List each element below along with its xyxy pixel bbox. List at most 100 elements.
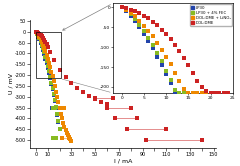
Point bbox=[49, 70, 53, 73]
Point bbox=[41, 43, 45, 46]
Point bbox=[186, 92, 190, 94]
Point bbox=[151, 44, 155, 46]
Point bbox=[200, 139, 204, 141]
Point bbox=[48, 66, 52, 69]
Point bbox=[151, 20, 155, 23]
Point bbox=[173, 71, 177, 74]
Point bbox=[222, 92, 226, 94]
Point bbox=[64, 129, 67, 131]
Point bbox=[200, 92, 204, 94]
Point bbox=[40, 45, 44, 48]
Point bbox=[36, 34, 40, 37]
Point bbox=[164, 55, 168, 58]
Point bbox=[67, 136, 71, 139]
Point bbox=[169, 82, 173, 84]
Point bbox=[81, 91, 85, 93]
Point bbox=[204, 92, 208, 94]
Point bbox=[133, 18, 137, 21]
Point bbox=[164, 33, 168, 36]
Point bbox=[45, 60, 48, 63]
Point bbox=[70, 81, 73, 84]
Point bbox=[191, 92, 195, 94]
Point bbox=[191, 92, 195, 94]
Point bbox=[124, 8, 128, 11]
Point bbox=[48, 77, 52, 80]
Point bbox=[213, 92, 217, 94]
Point bbox=[39, 40, 42, 43]
Point bbox=[195, 92, 199, 94]
Point bbox=[226, 92, 230, 94]
Point bbox=[133, 10, 137, 13]
Point bbox=[178, 92, 181, 94]
Point bbox=[155, 42, 159, 44]
Point bbox=[105, 106, 109, 109]
Point bbox=[209, 92, 212, 94]
Point bbox=[34, 31, 38, 33]
Point bbox=[39, 34, 42, 36]
Point bbox=[138, 20, 141, 22]
Point bbox=[36, 34, 40, 36]
Point bbox=[200, 92, 204, 94]
Point bbox=[65, 131, 69, 134]
Point bbox=[186, 92, 190, 94]
Point bbox=[133, 15, 137, 18]
Point bbox=[43, 57, 47, 60]
Point bbox=[222, 92, 226, 94]
Point bbox=[55, 95, 59, 98]
Point bbox=[191, 92, 195, 94]
Point bbox=[120, 6, 124, 9]
Point bbox=[58, 107, 61, 109]
Point bbox=[60, 137, 64, 139]
Point bbox=[200, 86, 204, 88]
Point bbox=[40, 41, 44, 43]
Point bbox=[39, 38, 42, 41]
Point bbox=[75, 86, 79, 89]
Point bbox=[51, 75, 54, 78]
Point bbox=[55, 113, 59, 116]
Point bbox=[144, 139, 148, 141]
Point bbox=[43, 40, 47, 43]
Point bbox=[173, 92, 177, 94]
Point bbox=[35, 32, 39, 35]
Point bbox=[87, 94, 91, 97]
Point bbox=[50, 106, 54, 109]
Point bbox=[46, 45, 50, 48]
Point bbox=[43, 55, 47, 58]
Point bbox=[54, 90, 58, 93]
Point bbox=[209, 92, 212, 94]
Point bbox=[186, 92, 190, 94]
Point bbox=[60, 117, 64, 120]
Point bbox=[120, 6, 124, 9]
Point bbox=[56, 120, 60, 123]
Point bbox=[47, 72, 51, 74]
Point bbox=[146, 40, 150, 42]
Point bbox=[49, 81, 53, 84]
Point bbox=[138, 26, 141, 29]
Point bbox=[36, 32, 40, 35]
X-axis label: I / mA: I / mA bbox=[114, 158, 132, 163]
Point bbox=[52, 93, 56, 96]
Point bbox=[40, 35, 44, 38]
Point bbox=[51, 137, 55, 139]
Point bbox=[36, 35, 40, 38]
Bar bbox=[36, 32, 61, 78]
Point bbox=[46, 57, 50, 60]
Point bbox=[35, 32, 39, 35]
Point bbox=[120, 6, 124, 9]
Legend: LP30, LP30 + 4% FEC, DOL:DME + LiNO₃, DOL:DME: LP30, LP30 + 4% FEC, DOL:DME + LiNO₃, DO… bbox=[190, 4, 232, 26]
Point bbox=[52, 80, 56, 83]
Point bbox=[62, 125, 66, 128]
Point bbox=[125, 128, 129, 131]
Point bbox=[138, 24, 141, 26]
Point bbox=[66, 134, 70, 136]
Point bbox=[155, 52, 159, 54]
Point bbox=[111, 97, 115, 99]
Point bbox=[58, 106, 61, 109]
Point bbox=[217, 92, 221, 94]
Point bbox=[142, 33, 146, 35]
Point bbox=[169, 79, 173, 82]
Point bbox=[34, 31, 38, 33]
Point bbox=[99, 100, 103, 103]
Point bbox=[46, 67, 50, 70]
Point bbox=[39, 41, 42, 44]
